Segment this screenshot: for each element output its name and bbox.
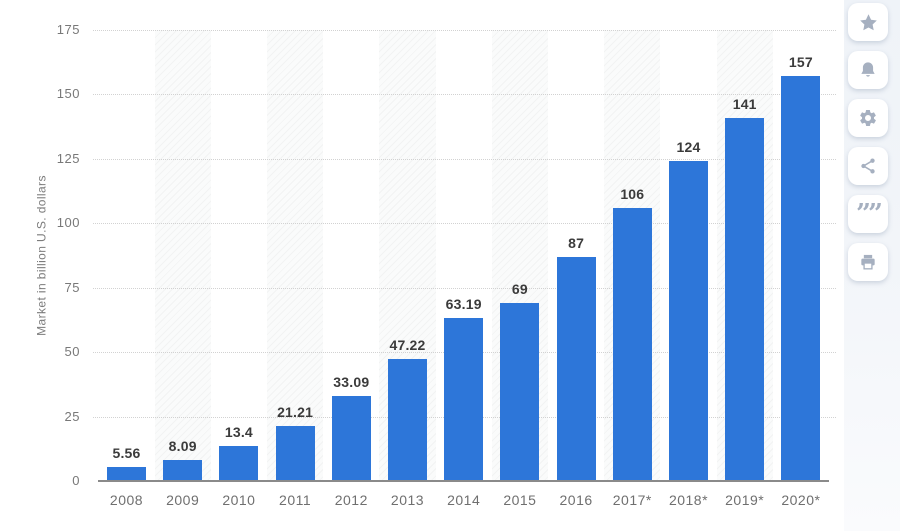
grid-line [93,30,836,31]
y-tick-label: 50 [64,344,80,360]
bar-value-label: 21.21 [277,404,314,421]
bar-chart: Market in billion U.S. dollars 0 25 50 75 10… [35,22,836,508]
bar-value-label: 8.09 [168,438,197,455]
bar[interactable] [163,460,203,481]
bar-value-label: 69 [511,281,528,298]
bar[interactable] [219,446,259,481]
bar-value-label: 106 [620,185,645,202]
x-tick-label: 2009 [166,492,200,508]
bar[interactable] [725,117,765,481]
grid-line [93,158,836,160]
bar[interactable] [500,303,540,481]
bar-value-label: 124 [676,139,701,156]
grid-line [93,287,836,289]
quote-icon: ”” [856,199,883,229]
x-tick-label: 2016 [559,492,593,508]
printer-icon [857,251,879,273]
y-tick-label: 75 [64,279,80,295]
x-tick-label: 2019* [725,492,765,508]
x-tick-label: 2017* [612,492,652,508]
x-tick-label: 2008 [109,492,144,508]
bar-value-label: 63.19 [445,296,482,313]
cite-button[interactable]: ”” [848,195,888,233]
x-tick-label: 2020* [781,492,821,508]
print-button[interactable] [848,243,888,281]
x-axis-line [98,480,829,482]
bar-value-label: 5.56 [112,444,141,461]
gear-icon [857,107,879,129]
x-tick-label: 2013 [390,492,425,508]
y-tick-label: 0 [72,473,80,488]
bar[interactable] [556,256,596,481]
bar[interactable] [388,359,427,481]
share-icon [857,155,879,177]
background-band [154,30,211,481]
bar-value-label: 13.4 [224,424,253,441]
bar-value-label: 141 [732,95,757,112]
y-tick-label: 25 [64,408,80,424]
plot-area: 0 25 50 75 100 125 150 175 5.56 2008 8.09 2009 13.4 2… [56,22,836,508]
bar[interactable] [331,395,371,481]
notifications-button[interactable] [848,51,888,89]
settings-button[interactable] [848,99,888,137]
bar[interactable] [781,76,821,481]
bar[interactable] [275,426,315,481]
share-button[interactable] [848,147,888,185]
bar-value-label: 87 [568,234,585,251]
x-tick-label: 2014 [447,492,481,508]
bar[interactable] [612,207,652,481]
bar[interactable] [107,466,146,481]
y-tick-label: 125 [56,150,80,166]
grid-line [93,94,836,96]
background-band [267,30,324,481]
bar[interactable] [669,161,708,481]
grid-line [93,223,836,225]
star-icon [857,11,879,33]
bar-value-label: 157 [788,54,813,71]
x-tick-label: 2011 [279,492,312,508]
bell-icon [857,59,879,81]
bar-value-label: 47.22 [389,337,426,354]
x-tick-label: 2015 [503,492,537,508]
y-tick-label: 100 [56,215,80,231]
chart-toolbar: ”” [844,0,900,531]
x-tick-label: 2012 [334,492,368,508]
y-tick-label: 175 [56,22,80,37]
bar[interactable] [444,318,484,481]
bar-value-label: 33.09 [333,373,370,390]
x-tick-label: 2018* [668,492,709,508]
y-tick-label: 150 [56,86,80,102]
x-tick-label: 2010 [222,492,256,508]
favorite-button[interactable] [848,3,888,41]
